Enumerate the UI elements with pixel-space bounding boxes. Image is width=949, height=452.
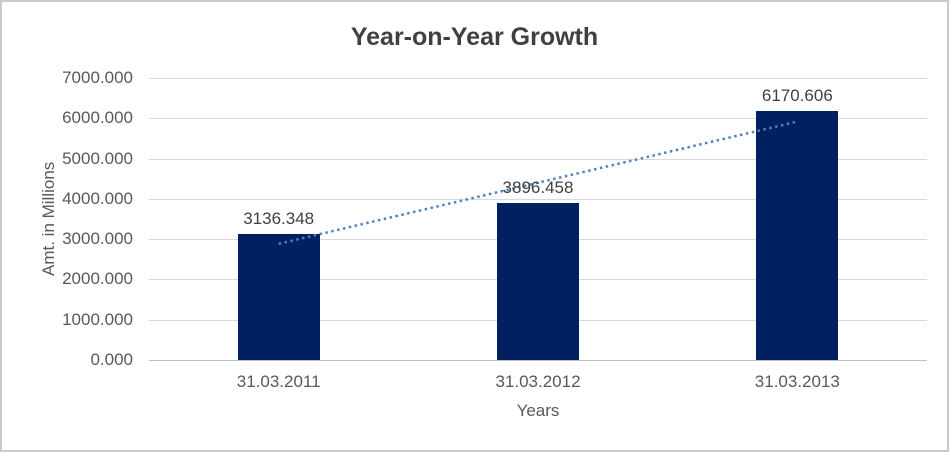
chart-title: Year-on-Year Growth [350,23,599,51]
x-tick-label: 31.03.2011 [236,372,321,391]
data-label: 6170.606 [761,86,833,106]
bar-31.03.2011 [237,233,320,360]
bar-31.03.2013 [756,111,839,360]
x-tick-label: 31.03.2012 [495,372,581,391]
plot-area [149,78,927,361]
y-tick-label: 1000.000 [62,309,133,329]
x-tick-label: 31.03.2013 [754,372,840,391]
y-tick-label: 4000.000 [62,188,133,208]
trendline-layer [278,120,798,246]
y-tick-label: 7000.000 [62,68,133,87]
data-label: 3896.458 [502,178,574,198]
gridline [149,158,927,160]
gridline [149,78,927,79]
y-tick-label: 3000.000 [62,229,133,249]
gridline [149,198,927,200]
trendline [278,120,798,246]
x-axis-title: Years [516,401,560,420]
gridline [149,118,927,120]
y-tick-label: 6000.000 [62,108,133,128]
y-tick-label: 2000.000 [62,269,133,289]
data-label: 3136.348 [243,208,315,228]
y-tick-label: 0.000 [90,350,133,369]
bar-31.03.2012 [497,203,579,360]
y-tick-label: 5000.000 [62,148,133,168]
